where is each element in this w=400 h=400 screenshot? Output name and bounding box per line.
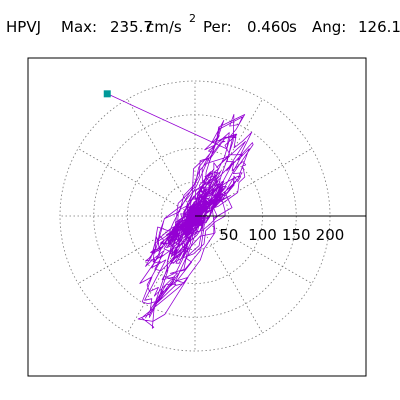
- radial-tick-label-100: 100: [248, 226, 277, 244]
- chart-header: HPVJ Max: 235.7 cm/s 2 Per: 0.460 s Ang:…: [6, 12, 400, 38]
- radial-tick-label-150: 150: [282, 226, 311, 244]
- max-label: Max:: [61, 18, 98, 36]
- period-label: Per:: [203, 18, 232, 36]
- angle-value: 126.1: [358, 18, 400, 36]
- grid-spoke-300: [194, 215, 263, 334]
- angle-label: Ang:: [312, 18, 347, 36]
- station-code: HPVJ: [6, 18, 42, 36]
- grid-spoke-330: [194, 215, 313, 284]
- grid-spoke-120: [127, 98, 196, 217]
- grid-spoke-240: [127, 215, 196, 334]
- motion-trace: [107, 93, 254, 329]
- grid-spoke-60: [194, 98, 263, 217]
- grid-spoke-150: [77, 148, 196, 217]
- max-unit: cm/s: [146, 18, 182, 36]
- grid-spoke-30: [194, 148, 313, 217]
- max-value: 235.7: [110, 18, 153, 36]
- period-value: 0.460: [247, 18, 290, 36]
- radial-ticks: 50 100 150 200: [219, 226, 344, 244]
- grid-spoke-210: [77, 215, 196, 284]
- plot-frame: [27, 57, 367, 377]
- max-unit-exponent: 2: [189, 12, 196, 25]
- radial-tick-label-200: 200: [316, 226, 345, 244]
- period-unit: s: [289, 18, 297, 36]
- start-marker: [103, 90, 111, 98]
- radial-tick-label-50: 50: [219, 226, 238, 244]
- motion-trace-line: [107, 93, 254, 329]
